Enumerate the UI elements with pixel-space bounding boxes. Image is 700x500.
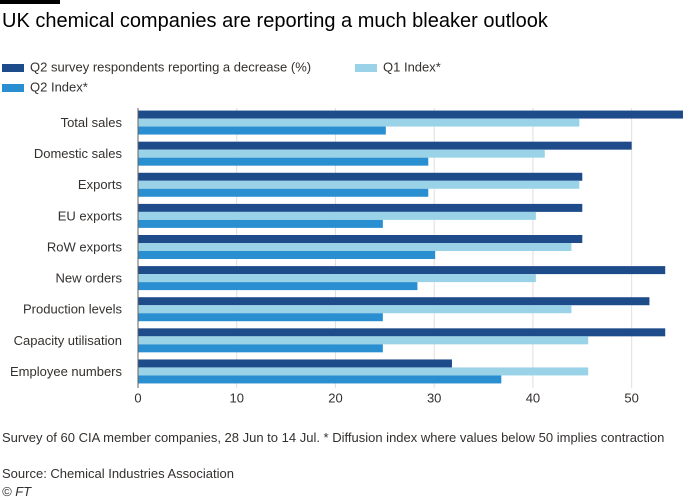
bar [138,266,666,275]
y-tick-label: Total sales [61,115,123,130]
bar [138,251,436,259]
chart-title: UK chemical companies are reporting a mu… [2,10,548,32]
y-tick-label: Capacity utilisation [14,333,122,348]
bar [138,157,429,166]
bar [138,313,383,322]
bar [138,336,589,345]
bar [138,219,383,228]
bar [138,282,418,291]
bar [138,118,580,127]
bar [138,172,583,181]
bar [138,375,502,384]
bar [138,126,386,135]
y-tick-label: Employee numbers [10,364,122,379]
footnote: Survey of 60 CIA member companies, 28 Ju… [2,430,665,445]
x-tick-label: 30 [427,390,441,405]
bar [138,297,650,306]
bar [138,367,589,376]
source: Source: Chemical Industries Association [2,466,234,481]
legend-swatch [2,84,24,92]
bar [138,344,383,353]
legend-label: Q1 Index* [383,59,441,74]
y-tick-label: Exports [78,177,123,192]
legend-label: Q2 survey respondents reporting a decrea… [30,59,311,74]
bar [138,305,572,314]
bar [138,188,429,197]
bar [138,211,536,220]
x-tick-label: 40 [526,390,540,405]
bar [138,141,632,150]
legend-label: Q2 Index* [30,79,88,94]
y-tick-label: RoW exports [47,239,123,254]
bar [138,274,536,283]
y-tick-label: Production levels [23,302,122,317]
x-tick-label: 20 [328,390,342,405]
copyright: © FT [2,484,32,499]
x-tick-label: 10 [229,390,243,405]
bar [138,328,666,337]
y-tick-label: Domestic sales [34,146,123,161]
bar [138,180,580,189]
legend-swatch [355,64,377,72]
y-tick-label: EU exports [58,208,123,223]
x-tick-label: 0 [134,390,141,405]
bar [138,243,572,251]
bar [138,235,583,243]
bar [138,149,545,158]
legend-swatch [2,64,24,72]
x-tick-label: 50 [624,390,638,405]
bar [138,203,583,212]
y-tick-label: New orders [56,271,123,286]
bar [138,359,452,368]
brand-bar [0,0,60,4]
bar [138,110,683,119]
